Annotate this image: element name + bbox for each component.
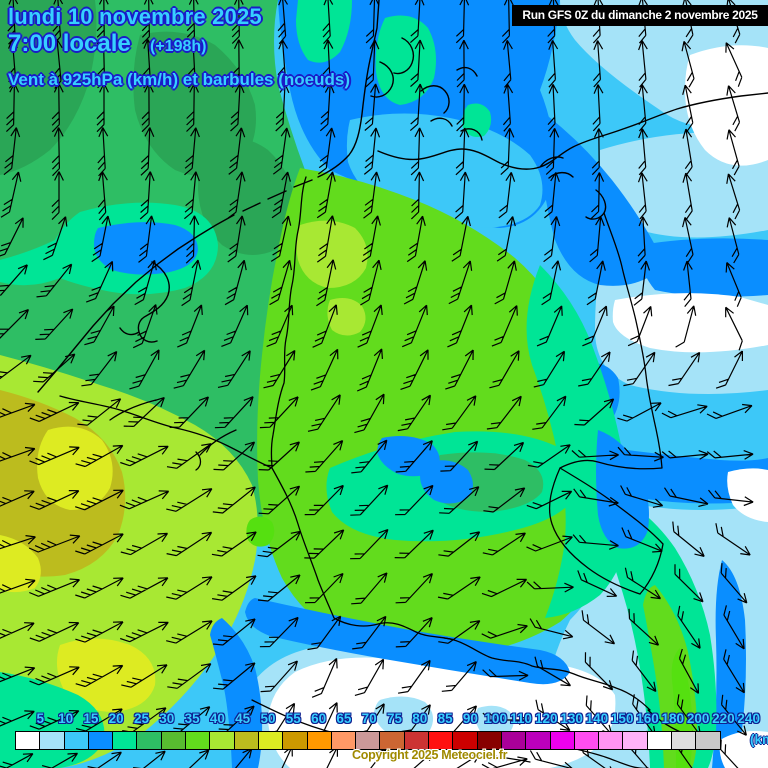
map-parameter-subtitle: Vent à 925hPa (km/h) et barbules (noeuds…	[8, 70, 350, 89]
scale-number: 220	[712, 711, 735, 726]
scale-box	[233, 731, 259, 750]
scale-number: 25	[133, 711, 150, 726]
wind-scale-labels: 5 10 15 20 25 30 35 40 45 50 55 60 65 70 75 80 85 90 100 11…	[0, 711, 768, 729]
scale-box	[136, 731, 162, 750]
scale-box	[695, 731, 721, 750]
scale-box	[185, 731, 211, 750]
scale-box	[549, 731, 575, 750]
scale-number: 85	[437, 711, 453, 726]
scale-number: 100	[484, 711, 507, 726]
country-borders	[59, 176, 691, 768]
scale-number: 15	[83, 711, 99, 726]
scale-box	[573, 731, 600, 750]
scale-number: 45	[235, 711, 251, 726]
forecast-hour-offset: (+198h)	[150, 38, 207, 55]
scale-number: 130	[560, 711, 583, 726]
scale-number: 75	[386, 711, 403, 726]
scale-number: 65	[336, 711, 352, 726]
scale-number: 70	[361, 711, 377, 726]
scale-box	[160, 731, 187, 750]
scale-number: 180	[661, 711, 685, 726]
scale-number: 110	[510, 711, 532, 726]
scale-box	[282, 731, 308, 750]
scale-box	[622, 731, 648, 750]
scale-number: 50	[260, 711, 276, 726]
scale-box	[112, 731, 138, 750]
forecast-date: lundi 10 novembre 2025	[8, 4, 262, 29]
coastline	[37, 0, 768, 393]
scale-number: 80	[412, 711, 428, 726]
scale-number: 120	[535, 711, 558, 726]
scale-box	[87, 731, 114, 750]
scale-box	[257, 731, 284, 750]
scale-box	[209, 731, 235, 750]
scale-unit-label: (km	[750, 732, 768, 747]
scale-number: 20	[108, 711, 124, 726]
scale-number: 35	[184, 711, 200, 726]
scale-number: 160	[636, 711, 659, 726]
scale-box	[671, 731, 697, 750]
scale-box	[306, 731, 332, 750]
scale-box	[15, 731, 41, 750]
forecast-time: 7:00 locale	[8, 30, 131, 57]
scale-number: 55	[285, 711, 301, 726]
scale-number: 200	[686, 711, 710, 726]
scale-number: 10	[58, 711, 74, 726]
scale-box	[525, 731, 551, 750]
scale-number: 40	[209, 711, 225, 726]
scale-number: 60	[311, 711, 327, 726]
wind-scale-boxes	[15, 731, 721, 750]
scale-number: 5	[36, 711, 45, 726]
scale-box	[39, 731, 65, 750]
scale-box	[646, 731, 673, 750]
scale-box	[598, 731, 624, 750]
scale-number: 140	[585, 711, 609, 726]
copyright-notice: Copyright 2025 Meteociel.fr	[352, 748, 508, 762]
scale-number: 150	[610, 711, 634, 726]
scale-number: 240	[737, 711, 760, 726]
scale-box	[63, 731, 89, 750]
model-run-banner: Run GFS 0Z du dimanche 2 novembre 2025	[512, 5, 768, 26]
scale-number: 30	[159, 711, 175, 726]
scale-number: 90	[462, 711, 478, 726]
